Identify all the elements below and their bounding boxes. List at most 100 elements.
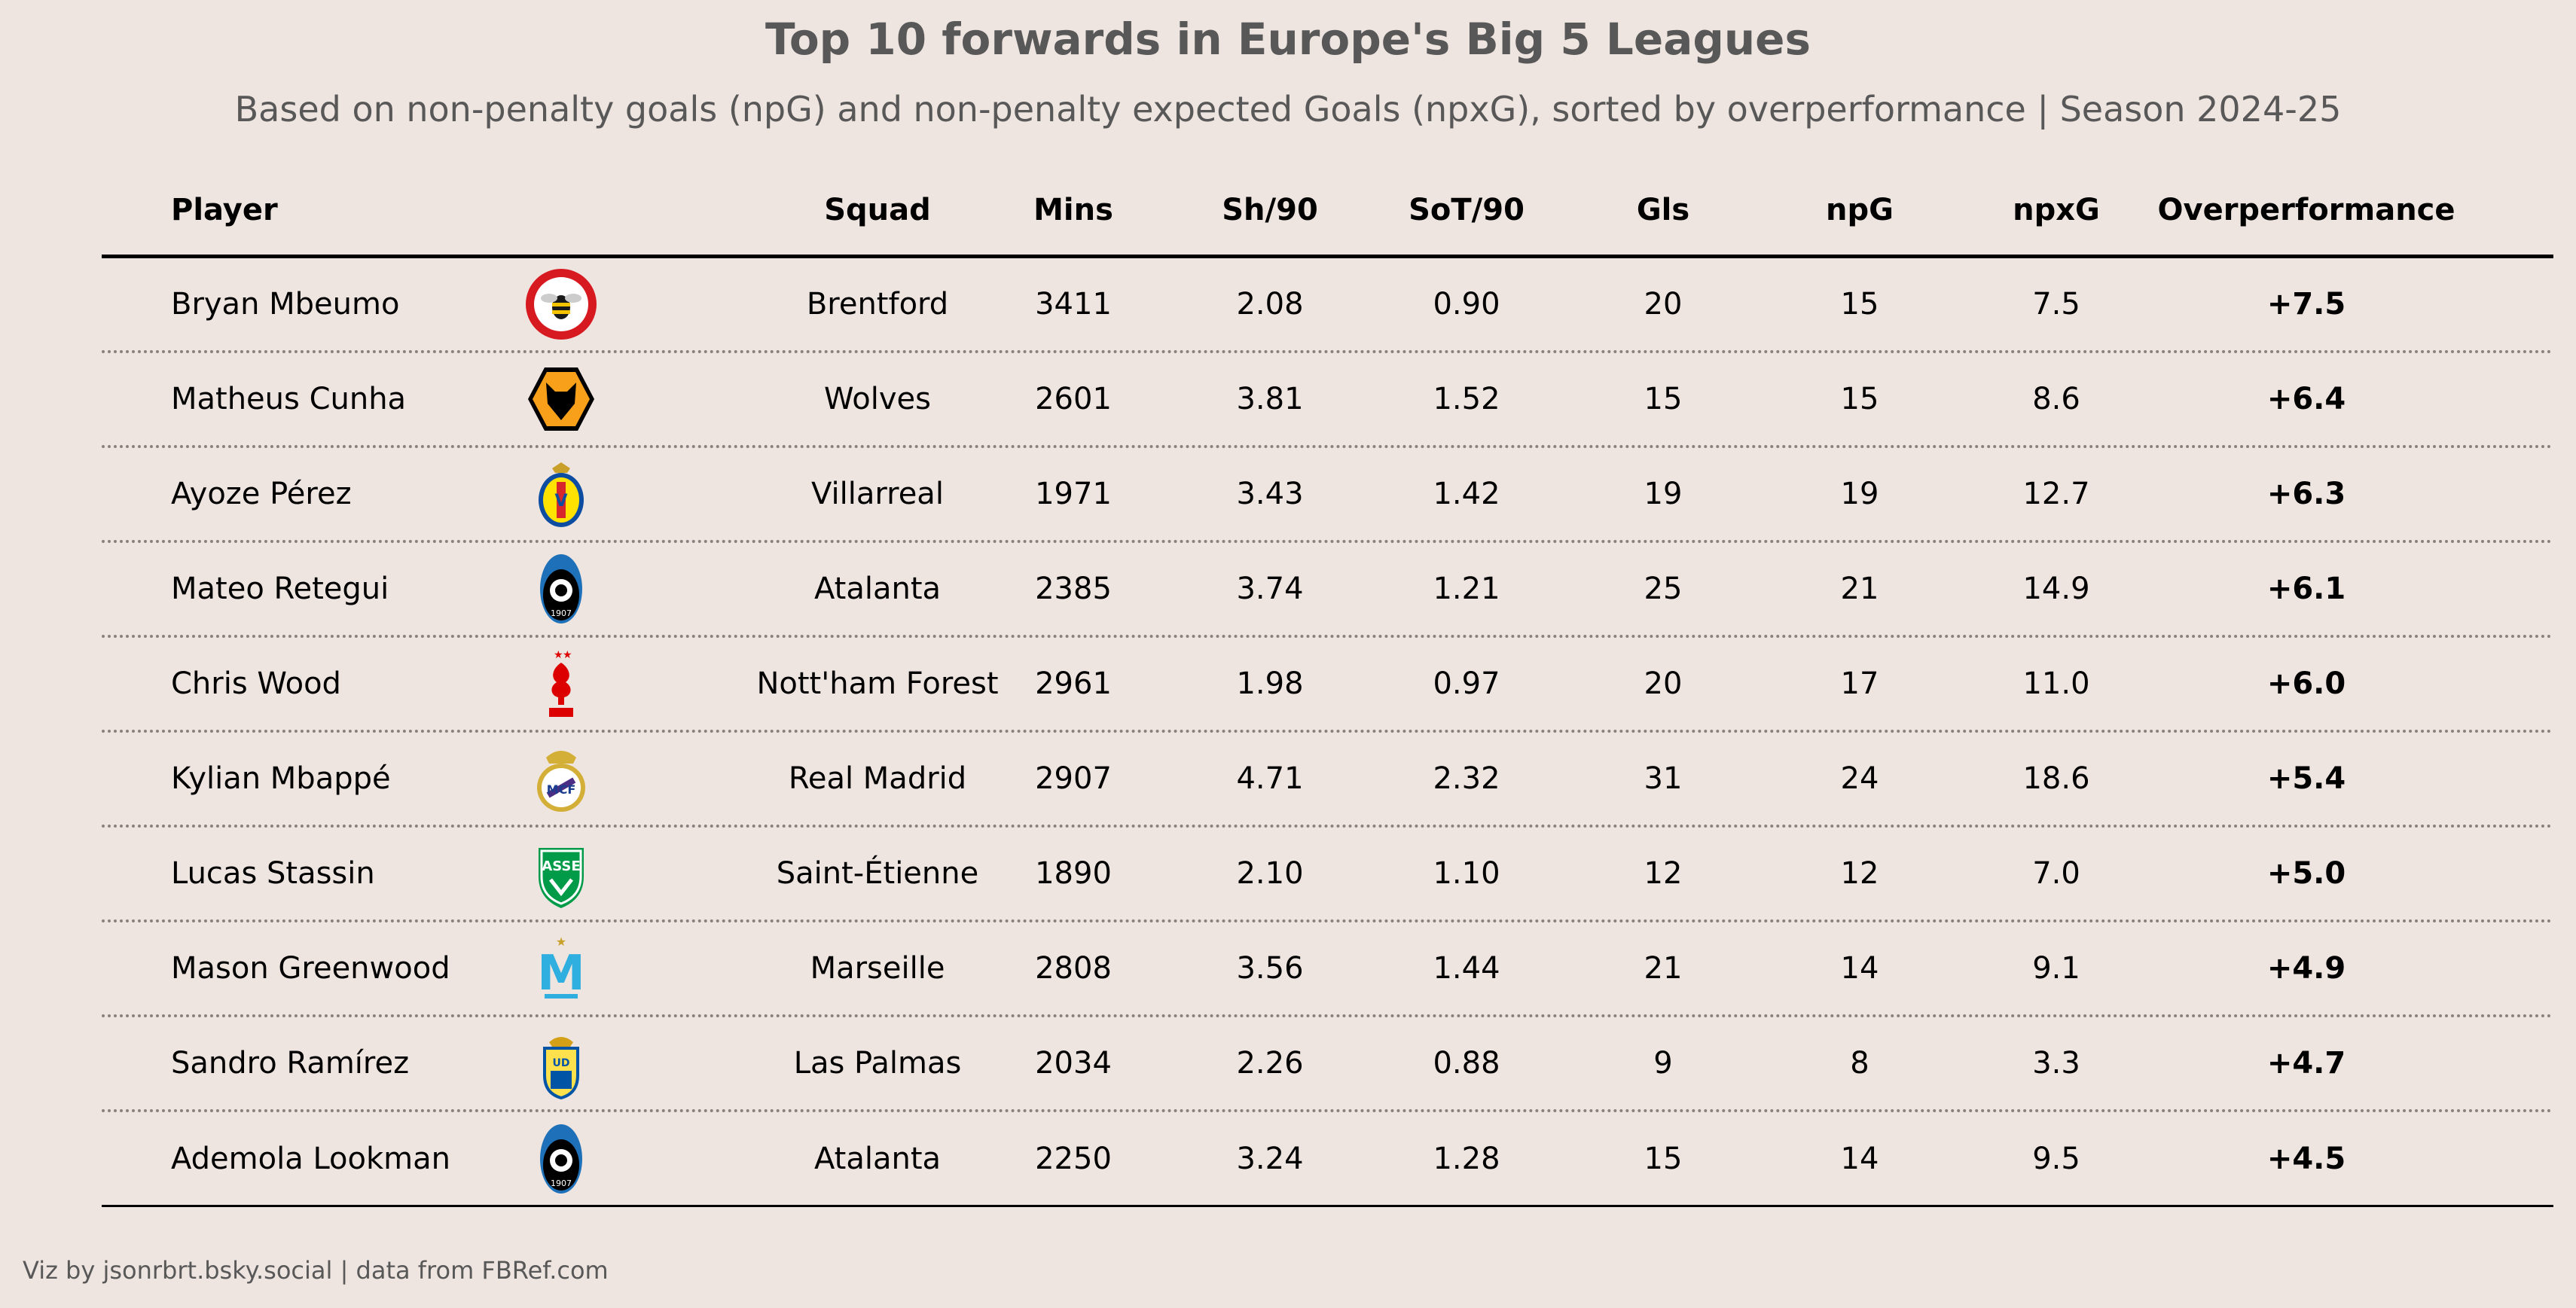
- npxg-cell: 18.6: [2022, 761, 2090, 796]
- gls-cell: 31: [1644, 761, 1683, 796]
- sh90-cell: 2.08: [1236, 287, 1304, 322]
- npg-cell: 24: [1840, 761, 1879, 796]
- footer-credit: Viz by jsonrbrt.bsky.social | data from …: [23, 1256, 609, 1285]
- overperformance-cell: +5.0: [2266, 856, 2346, 891]
- npg-cell: 14: [1840, 951, 1879, 986]
- overperformance-cell: +4.7: [2266, 1046, 2346, 1081]
- player-name-cell: Mason Greenwood: [171, 951, 450, 986]
- sot90-cell: 1.10: [1433, 856, 1500, 891]
- overperformance-cell: +6.1: [2266, 572, 2346, 606]
- npg-cell: 21: [1840, 572, 1879, 606]
- chart-subtitle: Based on non-penalty goals (npG) and non…: [234, 89, 2342, 130]
- overperformance-cell: +6.0: [2266, 666, 2346, 701]
- npxg-cell: 8.6: [2032, 382, 2080, 416]
- gls-cell: 15: [1644, 382, 1683, 416]
- marseille-crest-icon: ★ M: [523, 931, 599, 1006]
- overperformance-cell: +7.5: [2266, 287, 2346, 322]
- villarreal-crest-icon: V: [523, 456, 599, 532]
- brentford-crest-icon: [523, 267, 599, 342]
- sot90-cell: 1.52: [1433, 382, 1500, 416]
- squad-cell: Marseille: [810, 951, 945, 986]
- mins-cell: 2034: [1035, 1046, 1112, 1081]
- nottingham-forest-crest-icon: ★ ★: [523, 646, 599, 721]
- npg-cell: 12: [1840, 856, 1879, 891]
- sot90-cell: 1.28: [1433, 1141, 1500, 1176]
- npg-cell: 14: [1840, 1141, 1879, 1176]
- gls-cell: 12: [1644, 856, 1683, 891]
- npxg-cell: 9.5: [2032, 1141, 2080, 1176]
- npxg-cell: 7.0: [2032, 856, 2080, 891]
- column-header-mins: Mins: [1033, 193, 1113, 227]
- table-row: Mason Greenwood ★ M Marseille 2808 3.56 1.44 21…: [102, 922, 2553, 1017]
- saint-etienne-crest-icon: ASSE: [523, 836, 599, 911]
- table-header-row: Player Squad Mins Sh/90 SoT/90 Gls npG n…: [102, 166, 2553, 258]
- table-row: Bryan Mbeumo Brentford 3411 2.08 0.90 20 15 7.5…: [102, 258, 2553, 353]
- table-row: Kylian Mbappé MCF Real Madrid 2907 4.71 2.32 3…: [102, 733, 2553, 828]
- svg-text:1907: 1907: [551, 608, 572, 618]
- squad-cell: Brentford: [806, 287, 949, 322]
- wolves-crest-icon: [523, 361, 599, 437]
- mins-cell: 2250: [1035, 1141, 1112, 1176]
- squad-cell: Real Madrid: [788, 761, 967, 796]
- mins-cell: 1890: [1035, 856, 1112, 891]
- npxg-cell: 14.9: [2022, 572, 2090, 606]
- sh90-cell: 2.10: [1236, 856, 1304, 891]
- player-name-cell: Lucas Stassin: [171, 856, 375, 891]
- player-name-cell: Matheus Cunha: [171, 382, 407, 416]
- svg-text:MCF: MCF: [547, 782, 576, 797]
- sot90-cell: 0.97: [1433, 666, 1500, 701]
- gls-cell: 19: [1644, 477, 1683, 511]
- crest-cell: 1907: [523, 543, 599, 635]
- table-body: Bryan Mbeumo Brentford 3411 2.08 0.90 20 15 7.5…: [102, 258, 2553, 1207]
- crest-cell: [523, 258, 599, 350]
- squad-cell: Nott'ham Forest: [756, 666, 999, 701]
- overperformance-cell: +4.9: [2266, 951, 2346, 986]
- gls-cell: 9: [1653, 1046, 1673, 1081]
- svg-text:M: M: [537, 946, 585, 1002]
- svg-text:1907: 1907: [551, 1178, 572, 1188]
- mins-cell: 2808: [1035, 951, 1112, 986]
- npg-cell: 19: [1840, 477, 1879, 511]
- player-name-cell: Kylian Mbappé: [171, 761, 391, 796]
- stats-table: Player Squad Mins Sh/90 SoT/90 Gls npG n…: [102, 166, 2553, 1207]
- sot90-cell: 1.21: [1433, 572, 1500, 606]
- chart-title: Top 10 forwards in Europe's Big 5 League…: [765, 14, 1811, 65]
- table-row: Lucas Stassin ASSE Saint-Étienne 1890 2.10 1.…: [102, 828, 2553, 922]
- mins-cell: 1971: [1035, 477, 1112, 511]
- column-header-overperformance: Overperformance: [2157, 193, 2455, 227]
- svg-text:V: V: [554, 492, 567, 511]
- column-header-sot90: SoT/90: [1409, 193, 1525, 227]
- npxg-cell: 9.1: [2032, 951, 2080, 986]
- column-header-sh90: Sh/90: [1222, 193, 1318, 227]
- atalanta-crest-icon: 1907: [523, 1121, 599, 1197]
- svg-text:★: ★: [554, 649, 563, 661]
- sh90-cell: 3.43: [1236, 477, 1304, 511]
- sh90-cell: 3.56: [1236, 951, 1304, 986]
- svg-text:★: ★: [563, 649, 572, 661]
- crest-cell: 1907: [523, 1112, 599, 1205]
- gls-cell: 20: [1644, 287, 1683, 322]
- npg-cell: 17: [1840, 666, 1879, 701]
- svg-text:ASSE: ASSE: [542, 858, 580, 874]
- sh90-cell: 4.71: [1236, 761, 1304, 796]
- squad-cell: Las Palmas: [793, 1046, 962, 1081]
- table-row: Sandro Ramírez UD Las Palmas 2034 2.26 0.88 9 8…: [102, 1017, 2553, 1112]
- crest-cell: V: [523, 448, 599, 540]
- squad-cell: Atalanta: [813, 1141, 942, 1176]
- player-name-cell: Mateo Retegui: [171, 572, 389, 606]
- mins-cell: 2961: [1035, 666, 1112, 701]
- column-header-npxg: npxG: [2013, 193, 2100, 227]
- npxg-cell: 11.0: [2022, 666, 2090, 701]
- player-name-cell: Bryan Mbeumo: [171, 287, 400, 322]
- squad-cell: Atalanta: [813, 572, 942, 606]
- crest-cell: [523, 353, 599, 445]
- player-name-cell: Ayoze Pérez: [171, 477, 352, 511]
- mins-cell: 2907: [1035, 761, 1112, 796]
- player-name-cell: Ademola Lookman: [171, 1141, 450, 1176]
- sot90-cell: 1.44: [1433, 951, 1500, 986]
- gls-cell: 15: [1644, 1141, 1683, 1176]
- gls-cell: 25: [1644, 572, 1683, 606]
- table-row: Mateo Retegui 1907 Atalanta 2385 3.74 1.21 25 2…: [102, 543, 2553, 638]
- crest-cell: ASSE: [523, 828, 599, 919]
- mins-cell: 3411: [1035, 287, 1112, 322]
